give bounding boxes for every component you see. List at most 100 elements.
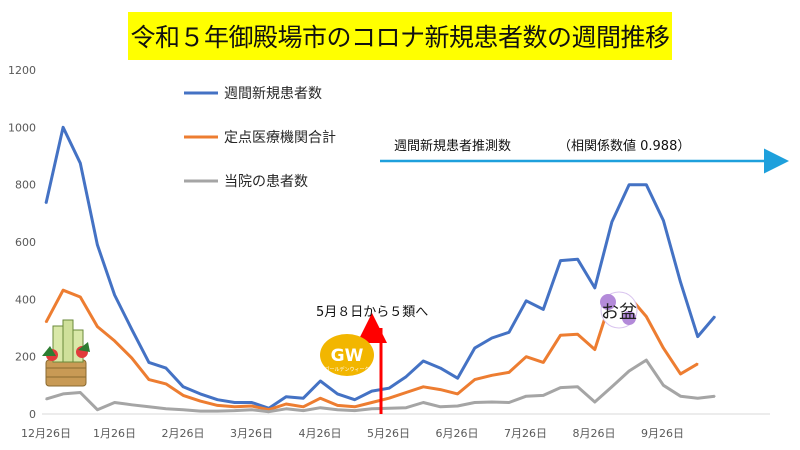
data-point <box>233 401 236 404</box>
data-point <box>353 406 356 408</box>
data-point <box>285 408 287 410</box>
data-point <box>525 300 527 302</box>
data-point <box>439 367 442 369</box>
data-point <box>62 393 64 395</box>
data-point <box>96 325 99 328</box>
data-point <box>422 386 425 388</box>
data-point <box>182 408 184 411</box>
axes: 0 200 400 600 800 1000 1200 12月26日 1月26日 2月26日 3月2… <box>8 64 770 440</box>
data-point <box>96 408 99 411</box>
data-point <box>696 363 699 365</box>
data-point <box>696 335 699 338</box>
x-tick-label: 7月26日 <box>504 427 547 440</box>
data-point <box>302 409 305 412</box>
data-point <box>319 397 322 400</box>
obon-badge: お盆 <box>600 291 638 329</box>
data-point <box>165 367 167 369</box>
data-point <box>422 360 425 362</box>
data-point <box>576 333 579 336</box>
data-point <box>508 331 510 334</box>
data-point <box>473 401 476 404</box>
data-point <box>233 406 236 408</box>
data-point <box>216 398 219 401</box>
data-point <box>388 387 390 390</box>
data-point <box>645 315 648 318</box>
data-point <box>79 162 82 164</box>
data-point <box>148 378 150 381</box>
data-point <box>679 373 682 375</box>
data-point <box>542 394 545 397</box>
kadomatsu-illustration <box>42 319 90 387</box>
data-point <box>182 394 184 397</box>
data-point <box>353 409 356 412</box>
data-point <box>439 388 442 391</box>
chart-title-box: 令和５年御殿場市のコロナ新規患者数の週間推移 <box>128 12 672 60</box>
data-point <box>251 401 253 404</box>
data-point <box>319 380 322 382</box>
data-point <box>628 370 630 372</box>
data-point <box>45 398 47 400</box>
data-point <box>302 406 305 408</box>
data-point <box>113 401 116 404</box>
obon-badge-text: お盆 <box>601 302 637 323</box>
legend-label-weekly: 週間新規患者数 <box>224 86 322 102</box>
data-point <box>79 296 82 298</box>
data-point <box>473 347 476 349</box>
data-point <box>439 406 442 408</box>
data-point <box>662 384 665 387</box>
data-point <box>559 386 562 389</box>
data-point <box>165 383 167 385</box>
data-point <box>371 390 373 392</box>
x-tick-label: 6月26日 <box>436 427 479 440</box>
data-point <box>113 294 116 296</box>
data-point <box>679 395 682 398</box>
data-point <box>353 398 356 401</box>
data-point <box>285 403 287 405</box>
data-point <box>336 393 339 395</box>
data-point <box>696 397 699 400</box>
projection-label: 週間新規患者推測数 <box>394 138 511 154</box>
data-point <box>285 396 287 398</box>
data-point <box>148 361 150 364</box>
data-point <box>199 400 202 402</box>
y-tick-label: 600 <box>15 236 36 249</box>
x-tick-label: 8月26日 <box>573 427 616 440</box>
data-point <box>251 408 253 411</box>
data-point <box>302 397 305 400</box>
data-point <box>113 340 116 342</box>
x-tick-label: 5月26日 <box>367 427 410 440</box>
y-tick-label: 400 <box>15 293 36 306</box>
data-point <box>456 405 459 407</box>
data-point <box>131 404 133 406</box>
data-point <box>45 202 47 205</box>
data-point <box>45 321 47 324</box>
data-point <box>559 259 562 262</box>
data-point <box>371 408 373 410</box>
data-point <box>251 405 253 407</box>
data-point <box>422 401 425 404</box>
gw-badge-text: GW <box>331 346 364 366</box>
y-tick-label: 0 <box>29 408 36 421</box>
data-point <box>62 126 64 129</box>
data-point <box>594 287 596 289</box>
data-point <box>233 409 236 412</box>
data-point <box>714 395 716 398</box>
data-point <box>611 221 613 223</box>
y-tick-label: 200 <box>15 351 36 364</box>
correlation-label: （相関係数値 0.988） <box>558 138 690 154</box>
data-point <box>679 281 682 283</box>
data-point <box>525 355 527 358</box>
data-point <box>216 404 219 407</box>
data-point <box>594 348 596 351</box>
y-tick-label: 1000 <box>8 121 36 134</box>
data-point <box>131 357 133 359</box>
data-point <box>405 391 407 394</box>
data-point <box>268 410 270 413</box>
legend: 週間新規患者数 定点医療機関合計 当院の患者数 <box>184 86 336 190</box>
data-point <box>182 386 184 388</box>
data-point <box>268 408 270 411</box>
data-point <box>79 391 82 394</box>
data-point <box>96 244 99 246</box>
data-point <box>576 258 579 261</box>
